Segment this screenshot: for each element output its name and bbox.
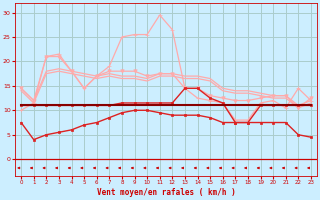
X-axis label: Vent moyen/en rafales ( km/h ): Vent moyen/en rafales ( km/h )	[97, 188, 236, 197]
